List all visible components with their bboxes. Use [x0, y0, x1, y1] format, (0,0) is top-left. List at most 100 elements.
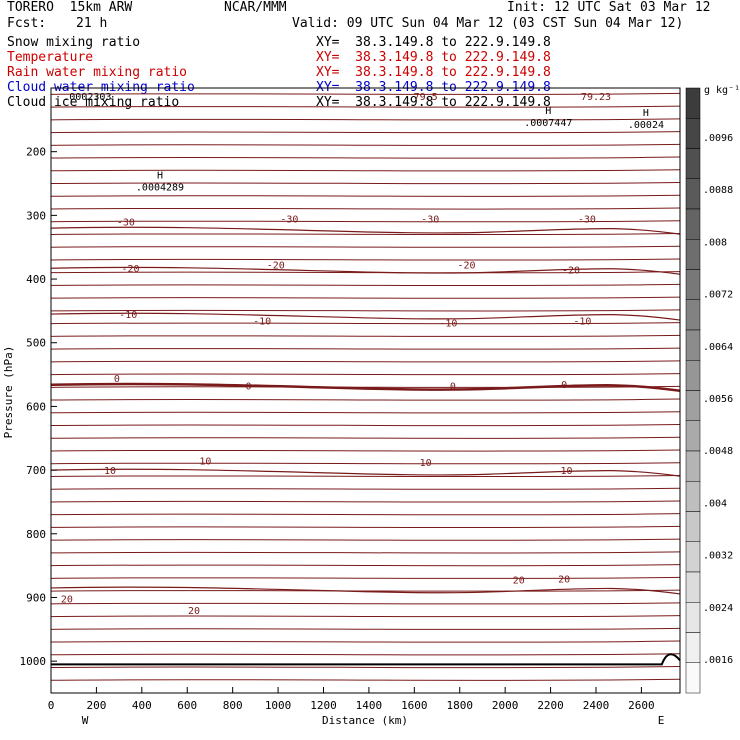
isobar-line	[50, 347, 681, 350]
colorbar-swatch	[685, 329, 701, 361]
isobar-line	[50, 385, 681, 388]
isobar-line	[50, 283, 681, 287]
isobar-line	[50, 309, 681, 312]
temperature-contour-line	[50, 266, 681, 275]
field-name-cloud-water: Cloud water mixing ratio	[7, 80, 195, 95]
isobar-line	[50, 182, 681, 185]
contour-label: -20	[267, 260, 285, 271]
x-axis-label: Distance (km)	[322, 714, 408, 727]
isobar-line	[50, 131, 681, 134]
isobar-line	[50, 245, 681, 248]
y-tick-label: 500	[26, 337, 46, 350]
y-tick-label: 1000	[20, 655, 47, 668]
contour-label: 10	[104, 466, 116, 477]
x-tick-label: 2400	[583, 699, 610, 712]
x-axis-right-end-label: E	[658, 714, 665, 727]
field-name-rain: Rain water mixing ratio	[7, 65, 188, 80]
max-value: .00024	[628, 120, 664, 131]
contour-label: -20	[562, 266, 580, 277]
colorbar-swatch	[685, 511, 701, 542]
isobar-line	[50, 487, 681, 490]
colorbar-tick-label: .004	[703, 498, 727, 509]
terrain-line	[51, 653, 681, 666]
isobar-line	[50, 436, 681, 439]
x-tick-label: 1200	[310, 699, 337, 712]
y-tick-label: 900	[26, 591, 46, 604]
colorbar-swatch	[685, 662, 701, 694]
x-axis-left-end-label: W	[82, 714, 89, 727]
colorbar-swatch	[685, 148, 701, 179]
model-title: TORERO 15km ARW	[7, 0, 133, 15]
contour-label: -10	[253, 316, 271, 327]
x-tick-label: 2200	[537, 699, 564, 712]
isobar-line	[50, 105, 681, 108]
colorbar-swatch	[685, 420, 701, 452]
y-tick-label: 200	[26, 146, 46, 159]
colorbar-tick-label: .0016	[703, 655, 733, 666]
y-axis: 200 300 400 500 600 700 800 900 1000	[20, 146, 57, 668]
colorbar-swatch	[685, 481, 701, 512]
max-symbol: H	[643, 108, 649, 119]
colorbar-swatch	[685, 299, 701, 331]
contour-label: -20	[458, 260, 476, 271]
contour-label: 0	[114, 374, 120, 385]
contour-label: 0	[450, 381, 456, 392]
contour-label: -30	[578, 215, 596, 226]
isobar-line	[50, 207, 681, 210]
isobar-line	[50, 474, 681, 478]
isobar-line	[50, 92, 681, 96]
contour-label: 20	[558, 574, 570, 585]
field-xy-rain: XY= 38.3.149.8 to 222.9.149.8	[316, 65, 551, 80]
contour-label: 10	[560, 466, 572, 477]
contour-label: 20	[188, 606, 200, 617]
colorbar-swatch	[685, 571, 701, 603]
isobar-line	[50, 589, 681, 592]
init-time: Init: 12 UTC Sat 03 Mar 12	[507, 0, 711, 15]
contour-label: -20	[121, 264, 139, 275]
field-name-temperature: Temperature	[7, 50, 94, 65]
colorbar-swatch	[685, 118, 701, 149]
isobar-line	[50, 118, 681, 121]
contour-label: -10	[573, 316, 591, 327]
temperature-contour-line	[50, 226, 681, 235]
isobar-line	[50, 653, 681, 656]
y-tick-label: 600	[26, 400, 46, 413]
colorbar-tick-label: .0064	[703, 342, 733, 353]
isobar-line	[50, 678, 681, 681]
temperature-contour-line	[50, 382, 681, 393]
valid-time: Valid: 09 UTC Sun 04 Mar 12 (03 CST Sun …	[292, 16, 684, 31]
fcst-value: 21 h	[76, 16, 108, 31]
temperature-contour-line	[50, 586, 681, 595]
isobar-line	[50, 525, 681, 529]
temperature-contour-labels: -30 -30 -30 -30 -20 -20 -20 -20 -10 -10 -10 -10 0 0 0 0…	[61, 215, 596, 618]
max-symbol: H	[545, 106, 551, 117]
contour-label: 0	[561, 380, 567, 391]
isobar-line	[50, 220, 681, 223]
isobar-line	[50, 602, 681, 605]
colorbar-tick-label: .0048	[703, 446, 733, 457]
colorbar-tick-label: .0032	[703, 551, 733, 562]
plot-frame	[50, 87, 681, 694]
isobar-line	[50, 551, 681, 554]
isobar-line	[50, 156, 681, 159]
contour-label: 20	[513, 576, 525, 587]
temperature-contours	[50, 226, 681, 595]
x-tick-label: 1800	[446, 699, 473, 712]
isobar-line	[50, 271, 681, 274]
isobar-line	[50, 576, 681, 580]
temperature-contour-line	[50, 468, 681, 477]
isobar-line	[50, 398, 681, 401]
contour-label: -10	[439, 318, 457, 329]
contour-label: -30	[117, 218, 135, 229]
colorbar-swatch	[685, 239, 701, 270]
isobar-line	[50, 411, 681, 414]
x-tick-label: 400	[132, 699, 152, 712]
colorbar-swatch	[685, 178, 701, 210]
colorbar-tick-label: .0056	[703, 394, 733, 405]
colorbar-unit: g kg⁻¹	[704, 85, 740, 96]
isobar-line	[50, 640, 681, 643]
terrain-line	[51, 653, 681, 666]
isobar-line	[50, 449, 681, 452]
contour-label: -30	[280, 215, 298, 226]
